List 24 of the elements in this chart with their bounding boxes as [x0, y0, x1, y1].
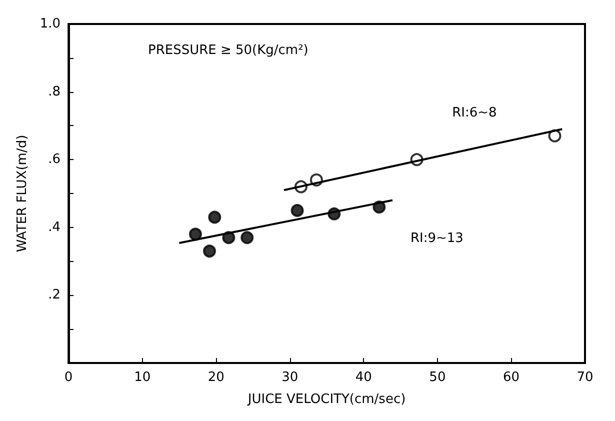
point: [208, 210, 222, 224]
y-axis-title: WATER FLUX(m/d): [15, 134, 30, 252]
annotation: PRESSURE ≥ 50(Kg/cm²): [148, 43, 308, 58]
text: RI:9~13: [410, 230, 464, 246]
y-tick-label: 1.0: [40, 16, 61, 32]
x-tick-label: 0: [64, 370, 73, 385]
x-tick-label: 10: [134, 370, 151, 385]
point: [240, 231, 254, 244]
x-tick-label: 60: [502, 370, 520, 385]
point: [188, 228, 202, 241]
x-tick-label: 20: [208, 370, 224, 385]
y-tick-label: .8: [48, 84, 61, 100]
point: [202, 244, 216, 258]
y-tick-label: .4: [48, 220, 61, 235]
x-tick-label: 70: [576, 370, 594, 385]
point: [290, 204, 304, 217]
y-tick-label: .2: [48, 288, 61, 303]
series-label: RI:6~8: [452, 106, 497, 121]
x-tick-label: 30: [282, 370, 298, 385]
x-axis-title: JUICE VELOCITY(cm/sec): [246, 392, 406, 407]
x-tick-label: 50: [429, 370, 446, 385]
point: [548, 129, 562, 142]
y-tick-label: .6: [48, 152, 61, 168]
x-tick-label: 40: [355, 370, 372, 385]
